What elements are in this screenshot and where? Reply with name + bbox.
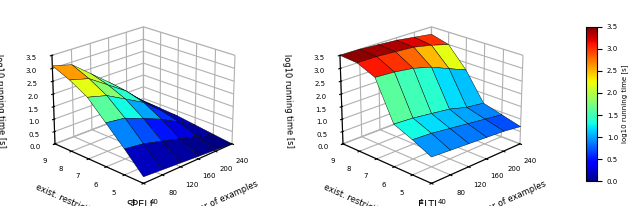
Y-axis label: exist. restrictions: exist. restrictions xyxy=(322,182,392,206)
X-axis label: number of examples: number of examples xyxy=(176,179,259,206)
Title: ELTL: ELTL xyxy=(418,200,440,206)
X-axis label: number of examples: number of examples xyxy=(464,179,547,206)
Y-axis label: log10 running time [s]: log10 running time [s] xyxy=(621,65,628,143)
Y-axis label: exist. restrictions: exist. restrictions xyxy=(34,182,104,206)
Title: SPELL: SPELL xyxy=(126,200,156,206)
